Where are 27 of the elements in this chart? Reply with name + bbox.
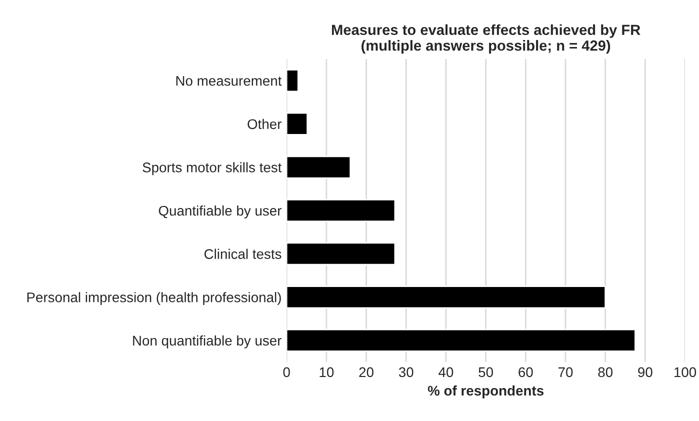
y-tick-label: Other [248,118,282,130]
y-tick-label: No measurement [176,76,282,86]
bar [286,112,308,136]
y-tick-label: Non quantifiable by user [133,335,282,348]
chart-title: Measures to evaluate effects achieved by FR (multiple answers possible; n = 429) [332,24,640,54]
x-tick-label: 80 [598,367,613,378]
y-tick-label: Personal impression (health professional) [27,292,281,306]
y-tick-label: Quantifiable by user [158,205,282,218]
x-tick-label: 100 [674,367,696,378]
y-tick-label: Sports motor skills test [142,162,282,176]
bar [286,69,299,92]
bar [286,242,396,266]
x-tick-label: 30 [398,367,414,378]
bar [286,156,352,179]
x-tick-label: 40 [438,367,454,378]
x-axis-title: % of respondents [428,385,544,398]
y-tick-label: Clinical tests [204,248,282,259]
bar [286,328,636,352]
x-tick-label: 10 [320,367,334,378]
bar [286,286,606,309]
bar [286,198,396,222]
x-tick-label: 50 [478,367,493,378]
x-tick-label: 70 [558,367,573,378]
x-tick-label: 90 [638,367,652,378]
x-tick-label: 60 [518,367,533,378]
x-tick-label: 0 [283,367,290,378]
x-tick-label: 20 [359,367,374,378]
